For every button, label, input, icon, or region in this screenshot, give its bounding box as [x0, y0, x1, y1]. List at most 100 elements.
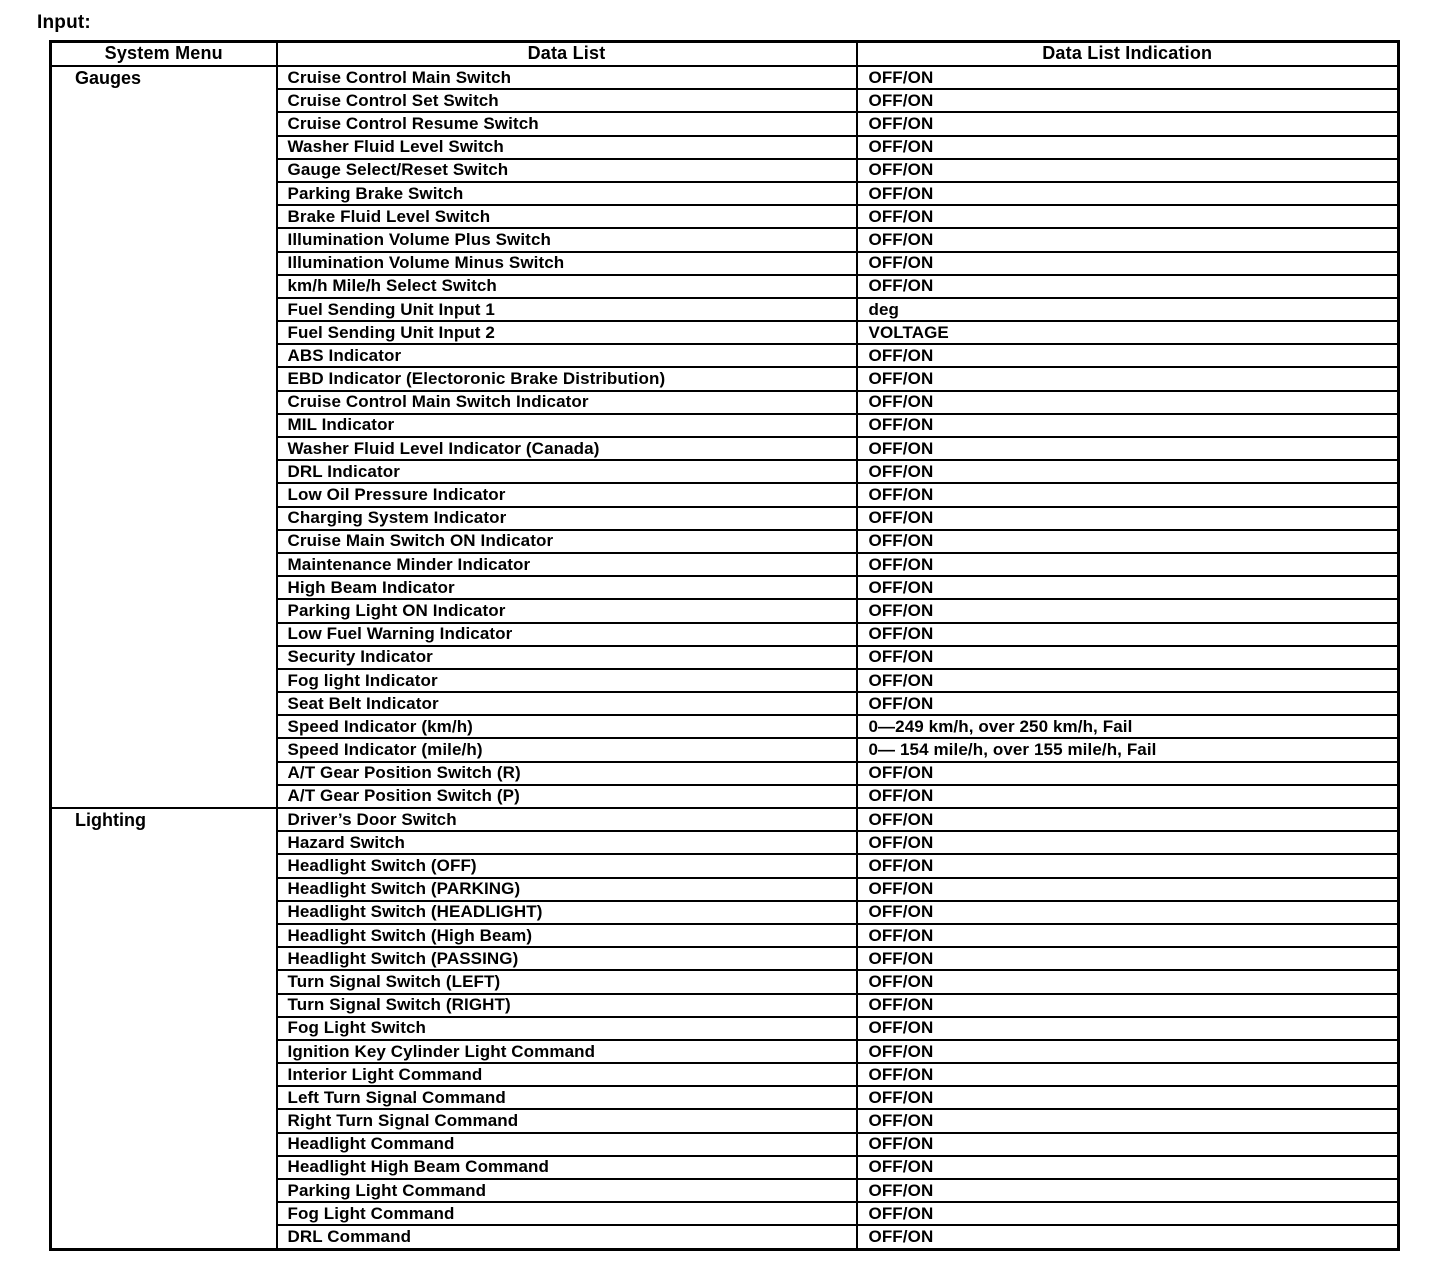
table-row: Headlight Switch (OFF) OFF/ON: [51, 854, 1399, 879]
data-list-indication-cell: 0— 154 mile/h, over 155 mile/h, Fail: [856, 738, 1399, 763]
data-list-cell: Low Oil Pressure Indicator: [276, 483, 858, 508]
data-list-cell: Washer Fluid Level Indicator (Canada): [276, 437, 858, 462]
data-list-cell: Brake Fluid Level Switch: [276, 205, 858, 230]
data-list-cell: EBD Indicator (Electoronic Brake Distrib…: [276, 367, 858, 392]
data-list-indication-cell: OFF/ON: [856, 877, 1399, 902]
table-row: Headlight Command OFF/ON: [51, 1132, 1399, 1157]
data-list-indication-cell: OFF/ON: [856, 483, 1399, 508]
data-list-cell: Illumination Volume Plus Switch: [276, 228, 858, 253]
table-row: Fuel Sending Unit Input 1 deg: [51, 297, 1399, 323]
data-list-indication-cell: OFF/ON: [856, 413, 1399, 439]
table-row: km/h Mile/h Select Switch OFF/ON: [51, 274, 1399, 299]
header-data-list: Data List: [275, 40, 858, 67]
table-row: Fuel Sending Unit Input 2 VOLTAGE: [51, 321, 1399, 346]
data-list-indication-cell: OFF/ON: [856, 112, 1399, 137]
table-row: High Beam Indicator OFF/ON: [51, 576, 1399, 601]
data-list-indication-cell: OFF/ON: [856, 854, 1399, 879]
table-row: Washer Fluid Level Switch OFF/ON: [51, 135, 1399, 160]
data-list-indication-cell: OFF/ON: [856, 1179, 1399, 1204]
data-list-indication-cell: OFF/ON: [856, 576, 1399, 601]
data-list-cell: Ignition Key Cylinder Light Command: [276, 1039, 858, 1065]
data-list-cell: Fuel Sending Unit Input 1: [276, 297, 858, 323]
data-list-indication-cell: OFF/ON: [856, 1202, 1399, 1227]
table-row: Gauge Select/Reset Switch OFF/ON: [51, 158, 1399, 183]
data-list-indication-cell: OFF/ON: [856, 437, 1399, 462]
data-list-indication-cell: OFF/ON: [856, 66, 1399, 91]
table-row: Brake Fluid Level Switch OFF/ON: [51, 205, 1399, 230]
data-list-cell: Maintenance Minder Indicator: [276, 552, 858, 578]
table-row: Lighting Driver’s Door Switch OFF/ON: [50, 808, 1399, 1251]
data-list-indication-cell: OFF/ON: [856, 1039, 1399, 1065]
data-list-cell: ABS Indicator: [276, 344, 858, 369]
data-list-indication-cell: OFF/ON: [856, 1109, 1399, 1134]
table-row: Left Turn Signal Command OFF/ON: [51, 1086, 1399, 1111]
table-row: Fog Light Switch OFF/ON: [51, 1016, 1399, 1041]
data-list-indication-cell: OFF/ON: [856, 460, 1399, 485]
data-list-cell: Headlight Switch (OFF): [276, 854, 858, 879]
data-list-cell: Headlight Switch (PASSING): [276, 947, 858, 972]
table-row: MIL Indicator OFF/ON: [51, 413, 1399, 439]
data-list-indication-cell: OFF/ON: [856, 344, 1399, 369]
data-list-indication-cell: OFF/ON: [856, 158, 1399, 183]
data-list-indication-cell: OFF/ON: [856, 692, 1399, 717]
data-list-indication-cell: OFF/ON: [856, 251, 1399, 276]
data-list-indication-cell: OFF/ON: [856, 552, 1399, 578]
data-list-cell: Parking Light Command: [276, 1179, 858, 1204]
data-list-cell: DRL Indicator: [276, 460, 858, 485]
data-list-indication-cell: OFF/ON: [856, 831, 1399, 856]
data-list-cell: Cruise Control Set Switch: [276, 89, 858, 114]
data-list-indication-cell: OFF/ON: [856, 761, 1399, 786]
data-list-cell: Parking Brake Switch: [276, 181, 858, 207]
table-row: Turn Signal Switch (LEFT) OFF/ON: [51, 970, 1399, 995]
table-row: Right Turn Signal Command OFF/ON: [51, 1109, 1399, 1134]
table-row: Speed Indicator (mile/h) 0— 154 mile/h, o…: [51, 738, 1399, 763]
table-row: Gauges Cruise Control Main Switch OFF/ON: [50, 66, 1399, 809]
system-menu-cell: Lighting: [50, 808, 278, 1251]
table-row: Headlight High Beam Command OFF/ON: [51, 1155, 1399, 1181]
data-list-cell: Hazard Switch: [276, 831, 858, 856]
table-row: Parking Light Command OFF/ON: [51, 1179, 1399, 1204]
data-list-indication-cell: OFF/ON: [856, 274, 1399, 299]
table-row: Fog light Indicator OFF/ON: [51, 668, 1399, 694]
page-title: Input:: [37, 12, 91, 33]
data-list-cell: Cruise Control Main Switch: [276, 66, 858, 91]
table-row: Speed Indicator (km/h) 0—249 km/h, over 2…: [51, 715, 1399, 740]
data-list-cell: A/T Gear Position Switch (P): [276, 784, 858, 810]
data-list-cell: Headlight Switch (High Beam): [276, 923, 858, 949]
table-row: Security Indicator OFF/ON: [51, 645, 1399, 670]
data-list-indication-cell: OFF/ON: [856, 506, 1399, 531]
table-row: Seat Belt Indicator OFF/ON: [51, 692, 1399, 717]
data-list-cell: Turn Signal Switch (LEFT): [276, 970, 858, 995]
data-list-cell: Cruise Control Main Switch Indicator: [276, 390, 858, 415]
data-list-indication-cell: OFF/ON: [856, 367, 1399, 392]
data-list-cell: km/h Mile/h Select Switch: [276, 274, 858, 299]
table-row: Interior Light Command OFF/ON: [51, 1063, 1399, 1088]
table-row: Charging System Indicator OFF/ON: [51, 506, 1399, 531]
data-list-cell: Headlight Switch (HEADLIGHT): [276, 900, 858, 925]
data-list-cell: Headlight High Beam Command: [276, 1155, 858, 1181]
data-list-cell: Parking Light ON Indicator: [276, 599, 858, 624]
data-list-cell: Seat Belt Indicator: [276, 692, 858, 717]
data-list-indication-cell: OFF/ON: [856, 1086, 1399, 1111]
data-list-cell: Fog Light Switch: [276, 1016, 858, 1041]
data-list-cell: Headlight Command: [276, 1132, 858, 1157]
table-row: Cruise Control Set Switch OFF/ON: [51, 89, 1399, 114]
table-row: Low Fuel Warning Indicator OFF/ON: [51, 622, 1399, 647]
data-list-cell: Gauge Select/Reset Switch: [276, 158, 858, 183]
table-row: Cruise Main Switch ON Indicator OFF/ON: [51, 529, 1399, 554]
table-row: Maintenance Minder Indicator OFF/ON: [51, 552, 1399, 578]
data-list-indication-cell: OFF/ON: [856, 390, 1399, 415]
data-list-cell: Charging System Indicator: [276, 506, 858, 531]
table-row: Cruise Control Main Switch Indicator OFF/…: [51, 390, 1399, 415]
table-row: Fog Light Command OFF/ON: [51, 1202, 1399, 1227]
table-row: Hazard Switch OFF/ON: [51, 831, 1399, 856]
data-list-cell: Driver’s Door Switch: [276, 808, 858, 833]
table-row: EBD Indicator (Electoronic Brake Distrib…: [51, 367, 1399, 392]
data-list-cell: Left Turn Signal Command: [276, 1086, 858, 1111]
system-menu-cell: Gauges: [50, 66, 278, 809]
header-row: System Menu Data List Data List Indicati…: [49, 40, 1400, 67]
table-row: Cruise Control Resume Switch OFF/ON: [51, 112, 1399, 137]
table-row: Headlight Switch (HEADLIGHT) OFF/ON: [51, 900, 1399, 925]
table-row: ABS Indicator OFF/ON: [51, 344, 1399, 369]
